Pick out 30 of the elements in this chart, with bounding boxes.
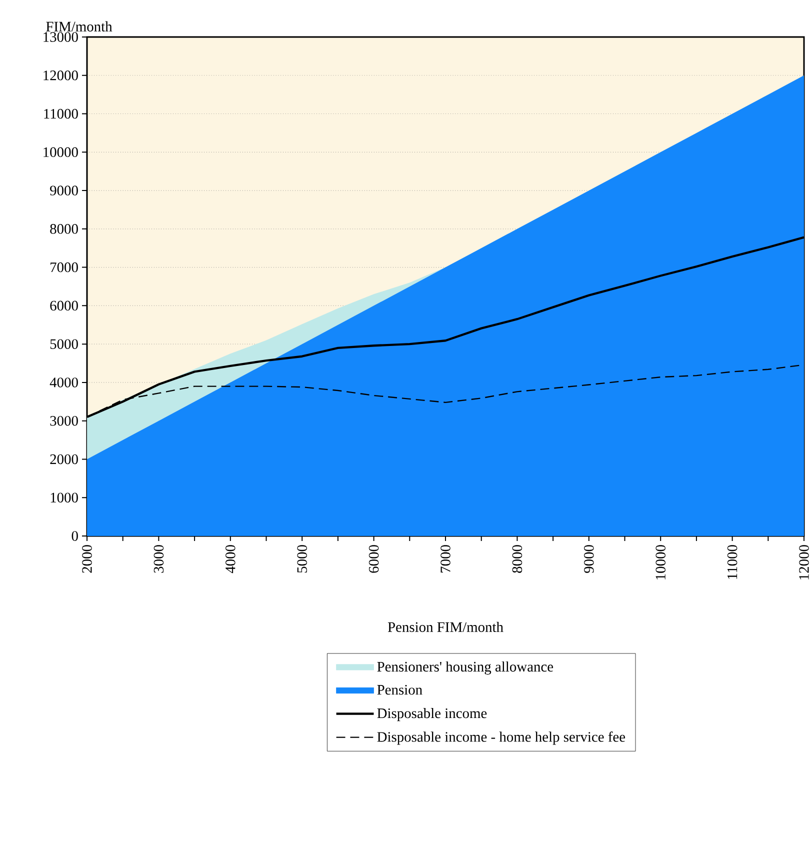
x-tick-label: 7000: [440, 545, 450, 572]
x-tick-label: 8000: [512, 545, 522, 573]
y-tick-label: 8000: [50, 224, 78, 234]
x-axis-title: Pension FIM/month: [388, 622, 504, 632]
x-tick-label: 10000: [656, 545, 666, 580]
y-tick-label: 6000: [50, 300, 78, 311]
y-tick-label: 11000: [44, 108, 78, 119]
y-axis-title: FIM/month: [46, 21, 112, 32]
x-tick-label: 6000: [368, 545, 379, 573]
y-tick-label: 9000: [50, 186, 78, 196]
legend-label: Pensioners' housing allowance: [377, 661, 554, 675]
x-tick-label: 11000: [727, 545, 738, 579]
legend-label: Disposable income - home help service fee: [377, 732, 626, 745]
y-tick-label: 2000: [50, 454, 78, 464]
y-tick-label: 0: [72, 531, 78, 541]
x-tick-label: 4000: [226, 545, 236, 574]
x-tick-label: 12000: [799, 545, 809, 580]
y-tick-label: 5000: [50, 339, 78, 349]
y-tick-label: 1000: [50, 492, 78, 502]
y-tick-label: 7000: [50, 262, 78, 272]
x-tick-label: 5000: [297, 545, 307, 573]
x-tick-label: 9000: [584, 545, 594, 573]
y-tick-label: 12000: [44, 70, 78, 80]
y-tick-label: 10000: [44, 147, 78, 158]
legend-label: Disposable income: [377, 708, 487, 722]
y-tick-label: 3000: [50, 416, 78, 426]
y-tick-label: 13000: [44, 32, 78, 42]
legend-label: Pension: [377, 684, 422, 695]
x-tick-label: 3000: [154, 545, 164, 573]
y-tick-label: 4000: [50, 378, 78, 388]
